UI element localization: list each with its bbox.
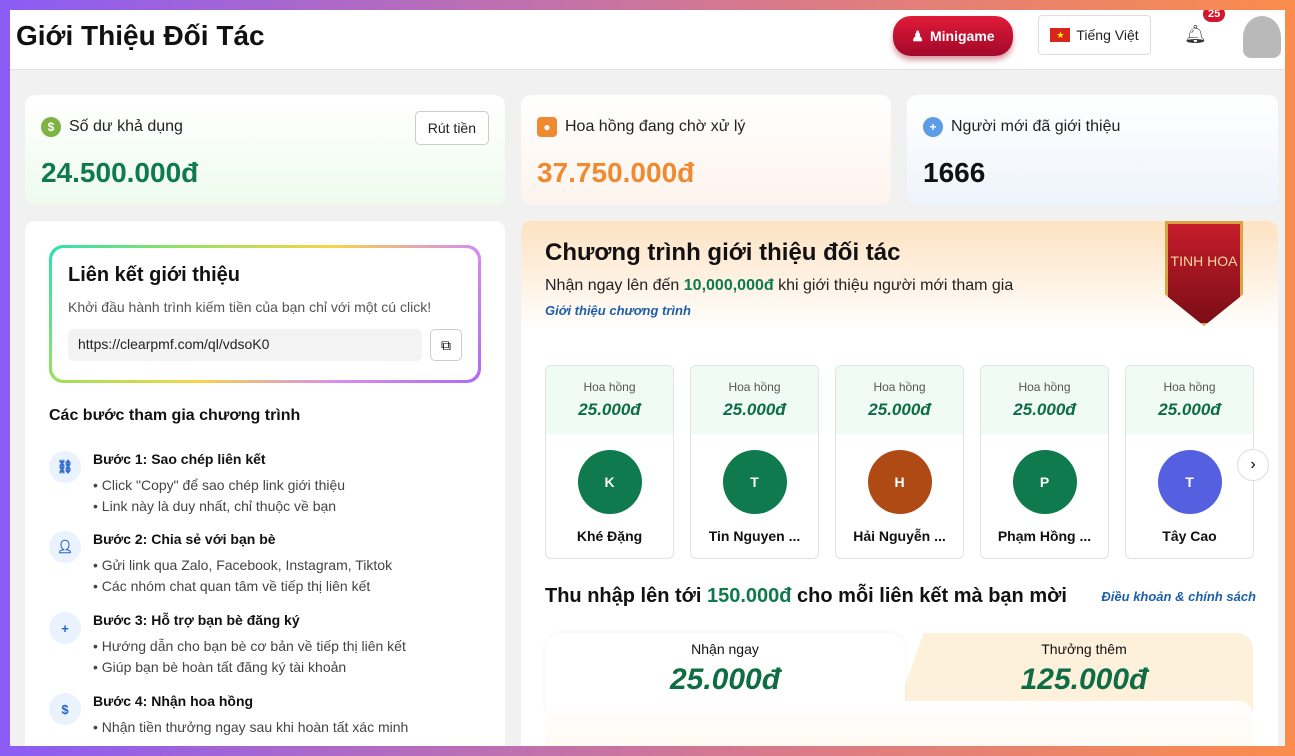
referred-person-card: Hoa hồng 25.000đ T Tây Cao — [1125, 365, 1254, 559]
commission-label: Hoa hồng — [1018, 380, 1071, 394]
person-name: Tin Nguyen ... — [708, 528, 801, 544]
money-bag-icon: ● — [537, 117, 557, 137]
balance-value: 24.500.000đ — [41, 157, 199, 188]
income-headline: Thu nhập lên tới 150.000đ cho mỗi liên k… — [545, 585, 1067, 607]
person-name: Khé Đặng — [576, 528, 643, 544]
balance-card: $ Số dư khả dụng 24.500.000đ Rút tiền — [25, 95, 505, 205]
page-title: Giới Thiệu Đối Tác — [16, 20, 265, 51]
referral-subtitle: Khởi đầu hành trình kiếm tiền của bạn ch… — [68, 299, 432, 315]
copy-icon[interactable]: ⧉ — [430, 329, 462, 361]
income-tab-content — [545, 701, 1253, 746]
joystick-icon: ♟ — [911, 27, 924, 44]
person-name: Hải Nguyễn ... — [853, 528, 946, 544]
referred-person-card: Hoa hồng 25.000đ P Phạm Hồng ... — [980, 365, 1109, 559]
language-selector[interactable]: ★ Tiếng Việt — [1038, 15, 1151, 55]
person-avatar: P — [1012, 450, 1077, 514]
referral-url[interactable]: https://clearpmf.com/ql/vdsoK0 — [68, 329, 422, 361]
person-avatar: H — [867, 450, 932, 514]
commission-label: Hoa hồng — [583, 380, 636, 394]
notification-badge: 25 — [1203, 10, 1226, 22]
tab-bonus[interactable]: Thưởng thêm 125.000đ — [895, 633, 1253, 713]
program-intro-link[interactable]: Giới thiệu chương trình — [545, 303, 691, 318]
pending-commission-card: ● Hoa hồng đang chờ xử lý 37.750.000đ — [521, 95, 891, 205]
link-icon: ⛓ — [49, 451, 81, 483]
commission-label: Hoa hồng — [873, 380, 926, 394]
chevron-right-icon[interactable]: › — [1237, 449, 1269, 481]
commission-amount: 25.000đ — [723, 400, 786, 419]
step-3: +Bước 3: Hỗ trợ bạn bè đăng kýHướng dẫn … — [49, 612, 406, 678]
referred-person-card: Hoa hồng 25.000đ K Khé Đặng — [545, 365, 674, 559]
commission-amount: 25.000đ — [1158, 400, 1221, 419]
referred-users-card: + Người mới đã giới thiệu 1666 — [907, 95, 1278, 205]
tab-instant[interactable]: Nhận ngay 25.000đ — [545, 633, 905, 713]
commission-amount: 25.000đ — [578, 400, 641, 419]
dollar-circle-icon: $ — [49, 693, 81, 725]
income-tabs: Thưởng thêm 125.000đ Nhận ngay 25.000đ — [545, 633, 1253, 746]
person-avatar: T — [1157, 450, 1222, 514]
step-1: ⛓Bước 1: Sao chép liên kếtClick "Copy" đ… — [49, 451, 345, 517]
bell-icon[interactable]: 🔔︎ — [1184, 24, 1207, 44]
withdraw-button[interactable]: Rút tiền — [414, 111, 489, 145]
referral-title: Liên kết giới thiệu — [68, 264, 241, 286]
commission-amount: 25.000đ — [868, 400, 931, 419]
referral-panel: Liên kết giới thiệu Khởi đầu hành trình … — [25, 221, 505, 746]
pending-value: 37.750.000đ — [537, 157, 695, 188]
program-title: Chương trình giới thiệu đối tác — [545, 239, 901, 266]
referral-link-box: Liên kết giới thiệu Khởi đầu hành trình … — [49, 245, 481, 383]
referred-people-carousel: Hoa hồng 25.000đ K Khé Đặng Hoa hồng 25.000đ T… — [545, 365, 1254, 559]
user-plus-icon: + — [49, 612, 81, 644]
step-4: $Bước 4: Nhận hoa hồngNhận tiền thưởng n… — [49, 693, 408, 738]
user-avatar[interactable] — [1243, 16, 1281, 58]
minigame-button[interactable]: ♟ Minigame — [893, 16, 1013, 56]
program-panel: Chương trình giới thiệu đối tác Nhận nga… — [521, 221, 1278, 746]
share-user-icon: 👤︎ — [49, 531, 81, 563]
header: Giới Thiệu Đối Tác ♟ Minigame ★ Tiếng Việt… — [10, 10, 1285, 70]
program-banner: Chương trình giới thiệu đối tác Nhận nga… — [521, 221, 1278, 331]
referred-person-card: Hoa hồng 25.000đ H Hải Nguyễn ... — [835, 365, 964, 559]
terms-link[interactable]: Điều khoản & chính sách — [1101, 589, 1256, 604]
commission-label: Hoa hồng — [728, 380, 781, 394]
person-avatar: K — [577, 450, 642, 514]
steps-title: Các bước tham gia chương trình — [49, 407, 301, 424]
commission-label: Hoa hồng — [1163, 380, 1216, 394]
referred-count: 1666 — [923, 157, 986, 188]
referred-person-card: Hoa hồng 25.000đ T Tin Nguyen ... — [690, 365, 819, 559]
program-description: Nhận ngay lên đến 10,000,000đ khi giới t… — [545, 277, 1014, 294]
person-name: Phạm Hồng ... — [997, 528, 1092, 544]
vietnam-flag-icon: ★ — [1050, 28, 1071, 42]
person-avatar: T — [722, 450, 787, 514]
step-2: 👤︎Bước 2: Chia sẻ với bạn bèGửi link qua… — [49, 531, 392, 597]
dollar-icon: $ — [41, 117, 61, 137]
user-add-icon: + — [923, 117, 943, 137]
person-name: Tây Cao — [1162, 528, 1217, 544]
app-frame: Giới Thiệu Đối Tác ♟ Minigame ★ Tiếng Việt… — [10, 10, 1285, 746]
commission-amount: 25.000đ — [1013, 400, 1076, 419]
